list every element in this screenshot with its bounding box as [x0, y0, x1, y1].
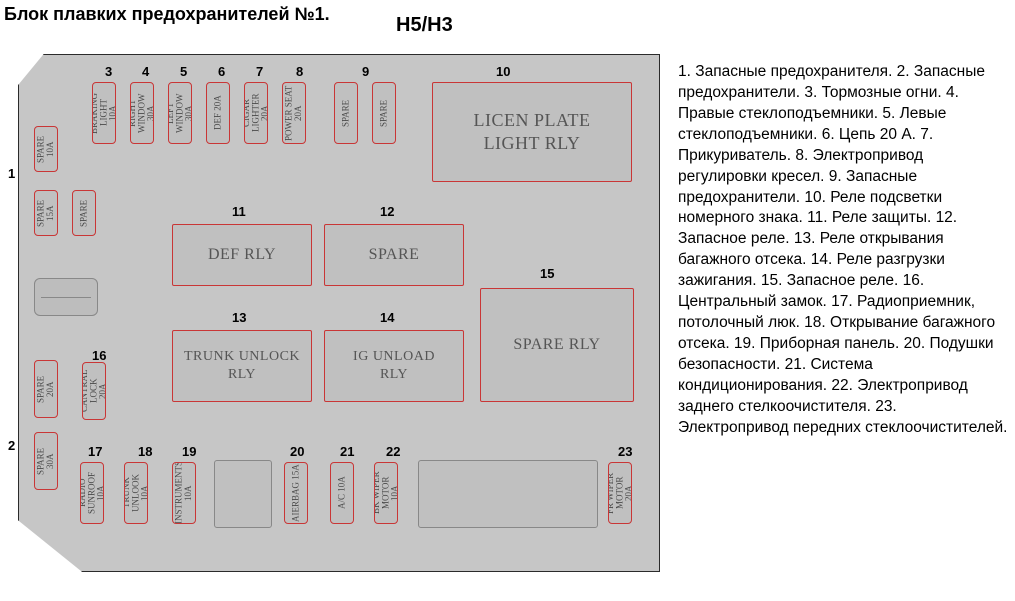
- fuse-label: BRAKING LIGHT 10A: [92, 83, 116, 143]
- fuse-label: SPARE 30A: [37, 447, 56, 474]
- fuse-f9a: SPARE: [334, 82, 358, 144]
- fuse-label: BK WIPER MOTOR 10A: [374, 463, 398, 523]
- blank-slot-0: [214, 460, 272, 528]
- slot-number: 3: [105, 64, 112, 79]
- slot-number: 7: [256, 64, 263, 79]
- fuse-f19: INSTRUMENTS 10A: [172, 462, 196, 524]
- fuse-f2a: SPARE 20A: [34, 360, 58, 418]
- slot-number: 1: [8, 166, 15, 181]
- slot-number: 16: [92, 348, 106, 363]
- slot-number: 13: [232, 310, 246, 325]
- connector-slot: [34, 278, 98, 316]
- slot-number: 8: [296, 64, 303, 79]
- page-title: Блок плавких предохранителей №1.: [4, 4, 330, 25]
- slot-number: 18: [138, 444, 152, 459]
- fuse-f20: AIERBAG 15A: [284, 462, 308, 524]
- fuse-f17: RADIO SUNROOF 10A: [80, 462, 104, 524]
- fuse-label: POWER SEAT 20A: [285, 85, 304, 140]
- fuse-f3: BRAKING LIGHT 10A: [92, 82, 116, 144]
- fuse-label: AIERBAG 15A: [291, 464, 300, 522]
- relay-r10: LICEN PLATE LIGHT RLY: [432, 82, 632, 182]
- slot-number: 6: [218, 64, 225, 79]
- fuse-f1c: SPARE: [72, 190, 96, 236]
- fuse-label: FR WIPER MOTOR 20A: [608, 463, 632, 523]
- fuse-label: INSTRUMENTS 10A: [175, 462, 194, 524]
- fuse-label: DEF 20A: [213, 96, 222, 131]
- legend-text: 1. Запасные предохранителя. 2. Запасные …: [678, 62, 1008, 439]
- fuse-label: SPARE: [379, 99, 388, 126]
- fuse-label: SPARE: [341, 99, 350, 126]
- slot-number: 23: [618, 444, 632, 459]
- slot-number: 17: [88, 444, 102, 459]
- fuse-f16: CANTRAL LOCK 20A: [82, 362, 106, 420]
- slot-number: 10: [496, 64, 510, 79]
- slot-number: 15: [540, 266, 554, 281]
- relay-r12: SPARE: [324, 224, 464, 286]
- relay-r13: TRUNK UNLOCK RLY: [172, 330, 312, 402]
- relay-r11: DEF RLY: [172, 224, 312, 286]
- fuse-label: SPARE 10A: [37, 135, 56, 162]
- fuse-f18: TRUNK UNLOOK 10A: [124, 462, 148, 524]
- fuse-f23: FR WIPER MOTOR 20A: [608, 462, 632, 524]
- fuse-label: CANTRAL LOCK 20A: [82, 363, 106, 419]
- fuse-label: RIGHT WINDOW 30A: [130, 83, 154, 143]
- fuse-label: RADIO SUNROOF 10A: [80, 463, 104, 523]
- fuse-label: SPARE 15A: [37, 199, 56, 226]
- slot-number: 12: [380, 204, 394, 219]
- fuse-label: LEFT WINDOW 30A: [168, 83, 192, 143]
- slot-number: 4: [142, 64, 149, 79]
- fuse-f22: BK WIPER MOTOR 10A: [374, 462, 398, 524]
- fuse-f6: DEF 20A: [206, 82, 230, 144]
- slot-number: 9: [362, 64, 369, 79]
- fuse-label: A/C 10A: [337, 477, 346, 510]
- model-label: H5/H3: [396, 14, 453, 37]
- fuse-label: TRUNK UNLOOK 10A: [124, 463, 148, 523]
- fuse-f7: CIGAR LIGHTER 20A: [244, 82, 268, 144]
- fuse-f21: A/C 10A: [330, 462, 354, 524]
- fuse-label: SPARE 20A: [37, 375, 56, 402]
- fuse-label: CIGAR LIGHTER 20A: [244, 83, 268, 143]
- relay-r15: SPARE RLY: [480, 288, 634, 402]
- fuse-f9b: SPARE: [372, 82, 396, 144]
- slot-number: 19: [182, 444, 196, 459]
- fuse-f1a: SPARE 10A: [34, 126, 58, 172]
- fuse-f2b: SPARE 30A: [34, 432, 58, 490]
- slot-number: 2: [8, 438, 15, 453]
- blank-slot-1: [418, 460, 598, 528]
- fuse-label: SPARE: [79, 199, 88, 226]
- fuse-f8: POWER SEAT 20A: [282, 82, 306, 144]
- slot-number: 11: [232, 204, 246, 219]
- relay-r14: IG UNLOAD RLY: [324, 330, 464, 402]
- fuse-f1b: SPARE 15A: [34, 190, 58, 236]
- slot-number: 20: [290, 444, 304, 459]
- fuse-f4: RIGHT WINDOW 30A: [130, 82, 154, 144]
- fuse-f5: LEFT WINDOW 30A: [168, 82, 192, 144]
- slot-number: 14: [380, 310, 394, 325]
- slot-number: 5: [180, 64, 187, 79]
- slot-number: 21: [340, 444, 354, 459]
- slot-number: 22: [386, 444, 400, 459]
